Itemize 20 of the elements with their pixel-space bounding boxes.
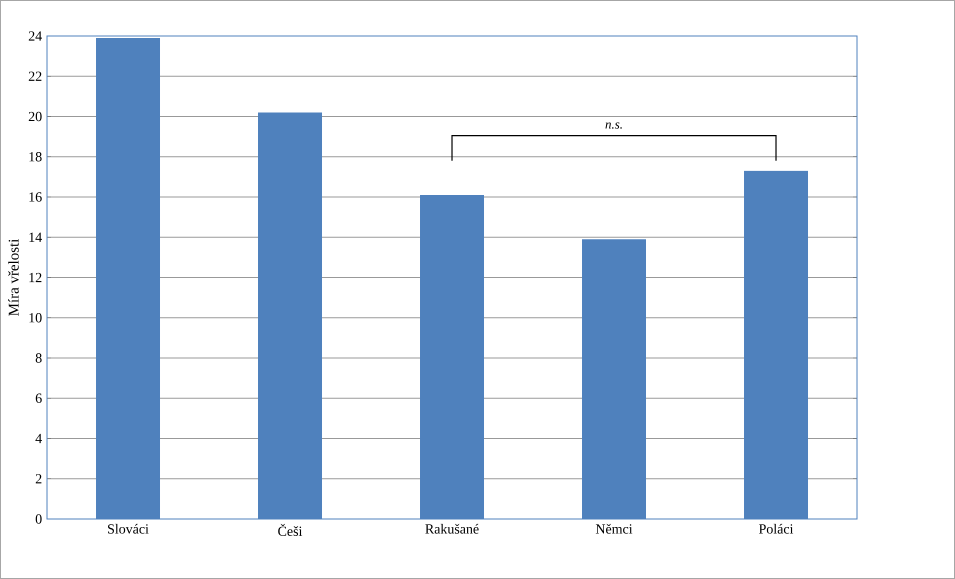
y-tick-label: 10 [29,313,42,322]
annotation: n.s. [605,122,622,129]
y-tick-label: 20 [28,112,42,122]
y-tick-label: 4 [35,434,42,444]
y-tick-label: 18 [29,152,42,162]
x-tick-label: Němci [596,524,632,534]
y-tick-label: 6 [36,394,42,403]
y-tick-label: 24 [28,31,42,41]
y-tick-label: 0 [36,514,42,524]
x-tick-label: Slováci [108,524,149,534]
x-tick-label: Rakušané [425,524,479,534]
y-tick-label: 12 [29,272,42,282]
x-tick-label: Češi [278,524,302,536]
y-tick-label: 8 [36,353,42,363]
x-tick-label: Poláci [758,524,794,534]
y-tick-label: 14 [29,232,42,242]
y-tick-label: 16 [29,192,42,202]
y-tick-label: 2 [36,474,42,484]
y-axis-title: Míra vřelosti [8,238,19,316]
y-tick-label: 22 [28,72,42,81]
